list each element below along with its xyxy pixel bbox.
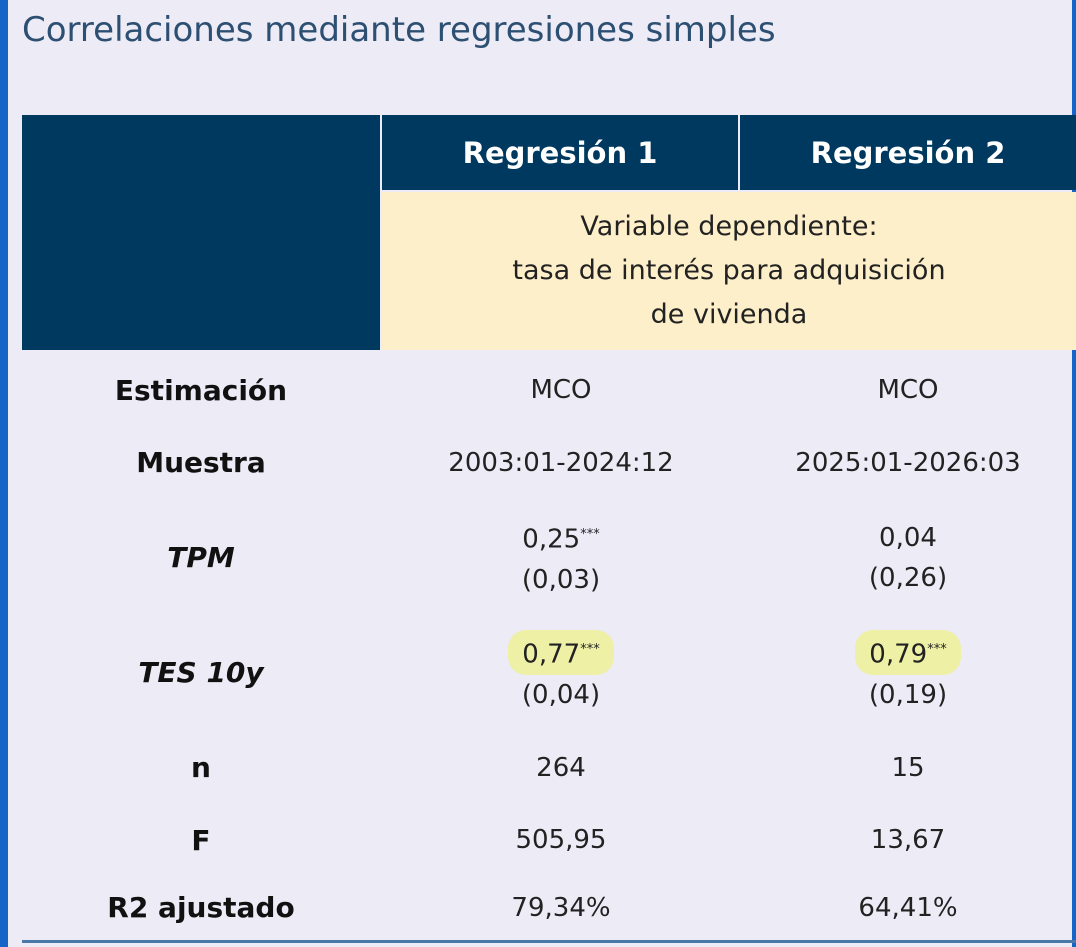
row-label: Estimación (114, 373, 288, 407)
table-cell: 0,77*** (0,04) (382, 615, 740, 730)
title: Correlaciones mediante regresiones simpl… (22, 10, 776, 50)
cell-text: 13,67 (870, 825, 946, 855)
table-cell: 0,04 (0,26) (740, 500, 1076, 615)
table-cell: 264 (382, 730, 740, 805)
table-cell: 13,67 (740, 805, 1076, 875)
row-label: TES 10y (138, 656, 264, 689)
significance-stars: *** (580, 527, 600, 543)
significance-stars: *** (927, 642, 947, 658)
dependent-variable: Variable dependiente: tasa de interés par… (382, 192, 1076, 350)
table-cell: MCO (740, 355, 1076, 425)
cell-text: 2003:01-2024:12 (448, 447, 674, 478)
table-row: Muestra 2003:01-2024:12 2025:01-2026:03 (22, 425, 1076, 500)
table-row: TES 10y 0,77*** (0,04) 0,79*** (0,19) (22, 615, 1076, 730)
row-label: F (191, 823, 211, 857)
coefficient: 0,25*** (522, 515, 599, 560)
table-row: n 264 15 (22, 730, 1076, 805)
coefficient-value: 0,77 (522, 639, 581, 670)
table-cell: 64,41% (740, 875, 1076, 940)
table-cell: 0,79*** (0,19) (740, 615, 1076, 730)
table-cell: 0,25*** (0,03) (382, 500, 740, 615)
row-label: R2 ajustado (107, 891, 295, 924)
dependent-variable-line: de vivienda (650, 299, 808, 330)
significance-stars: *** (580, 642, 600, 658)
table-row: Estimación MCO MCO (22, 355, 1076, 425)
cell-text: MCO (530, 375, 592, 405)
table-cell: 15 (740, 730, 1076, 805)
dependent-variable-line: Variable dependiente: (580, 211, 878, 242)
table-cell: 2025:01-2026:03 (740, 425, 1076, 500)
cell-text: 505,95 (515, 825, 607, 855)
coefficient: 0,04 (879, 518, 937, 558)
corner-block (22, 115, 380, 350)
coefficient-value: 0,79 (869, 639, 928, 670)
cell-text: 15 (891, 752, 925, 783)
standard-error: (0,04) (521, 679, 601, 710)
row-label: Muestra (136, 446, 266, 479)
standard-error: (0,19) (868, 679, 948, 710)
table-cell: 505,95 (382, 805, 740, 875)
table-cell: 2003:01-2024:12 (382, 425, 740, 500)
dependent-variable-line: tasa de interés para adquisición (512, 255, 946, 286)
column-header: Regresión 2 (740, 115, 1076, 190)
row-label: n (191, 751, 211, 784)
bottom-rule (22, 940, 1076, 943)
cell-text: MCO (877, 375, 939, 405)
coefficient-value: 0,04 (879, 522, 937, 553)
standard-error: (0,03) (521, 564, 601, 595)
coefficient-value: 0,25 (522, 524, 581, 555)
cell-text: 64,41% (858, 892, 958, 923)
standard-error: (0,26) (868, 562, 948, 593)
table-row: R2 ajustado 79,34% 64,41% (22, 875, 1076, 940)
row-label: TPM (167, 541, 235, 574)
table-cell: MCO (382, 355, 740, 425)
table-cell: 79,34% (382, 875, 740, 940)
coefficient: 0,79*** (855, 630, 961, 675)
cell-text: 264 (536, 752, 586, 783)
table-row: F 505,95 13,67 (22, 805, 1076, 875)
cell-text: 79,34% (511, 892, 611, 923)
cell-text: 2025:01-2026:03 (795, 447, 1021, 478)
table-row: TPM 0,25*** (0,03) 0,04 (0,26) (22, 500, 1076, 615)
coefficient: 0,77*** (508, 630, 614, 675)
column-header: Regresión 1 (382, 115, 738, 190)
